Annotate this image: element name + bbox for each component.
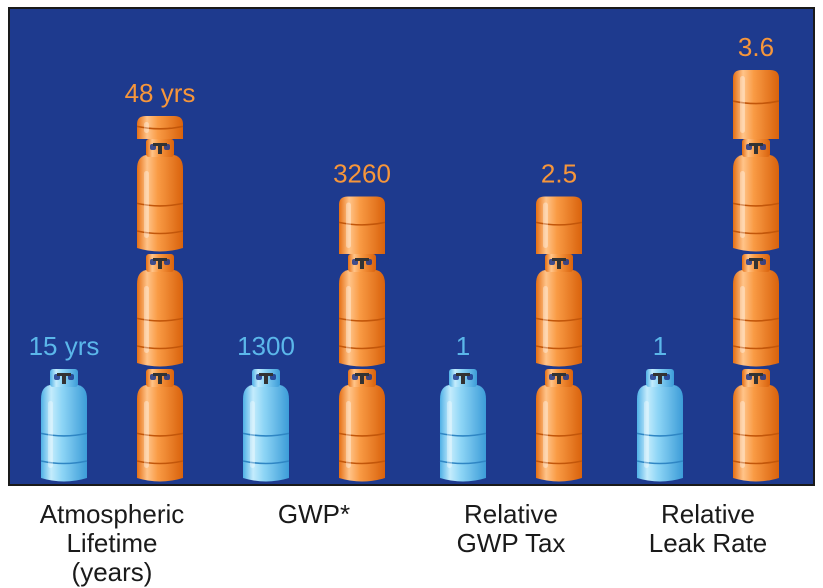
bar-reference-3 xyxy=(636,369,684,482)
category-labels-layer: Atmospheric Lifetime (years)GWP* Relative GW… xyxy=(40,499,768,587)
value-label-reference-2: 1 xyxy=(456,331,470,361)
category-label-2: Relative GWP Tax xyxy=(457,499,566,558)
value-label-comparison-1: 3260 xyxy=(333,159,391,189)
value-label-reference-0: 15 yrs xyxy=(29,331,100,361)
bars-layer xyxy=(40,70,780,482)
category-label-3: Relative Leak Rate xyxy=(649,499,768,558)
bar-comparison-2 xyxy=(535,196,583,482)
bar-reference-0 xyxy=(40,369,88,482)
category-label-line: Lifetime xyxy=(66,528,157,558)
category-label-line: GWP* xyxy=(278,499,350,529)
category-label-line: Relative xyxy=(661,499,755,529)
category-label-line: Atmospheric xyxy=(40,499,185,529)
category-label-line: (years) xyxy=(72,557,153,587)
category-label-line: Relative xyxy=(464,499,558,529)
category-label-line: GWP Tax xyxy=(457,528,566,558)
category-label-1: GWP* xyxy=(278,499,350,529)
bar-comparison-0 xyxy=(136,116,184,482)
bar-comparison-1 xyxy=(338,196,386,482)
value-label-comparison-2: 2.5 xyxy=(541,159,577,189)
value-label-comparison-0: 48 yrs xyxy=(125,78,196,108)
category-label-0: Atmospheric Lifetime (years) xyxy=(40,499,185,587)
value-label-comparison-3: 3.6 xyxy=(738,32,774,62)
category-label-line: Leak Rate xyxy=(649,528,768,558)
bar-reference-1 xyxy=(242,369,290,482)
bar-comparison-3 xyxy=(732,70,780,482)
value-label-reference-3: 1 xyxy=(653,331,667,361)
bar-reference-2 xyxy=(439,369,487,482)
value-labels-layer: 15 yrs 48 yrs 1300 3260 1 2.5 1 3.6 xyxy=(29,32,774,361)
value-label-reference-1: 1300 xyxy=(237,331,295,361)
